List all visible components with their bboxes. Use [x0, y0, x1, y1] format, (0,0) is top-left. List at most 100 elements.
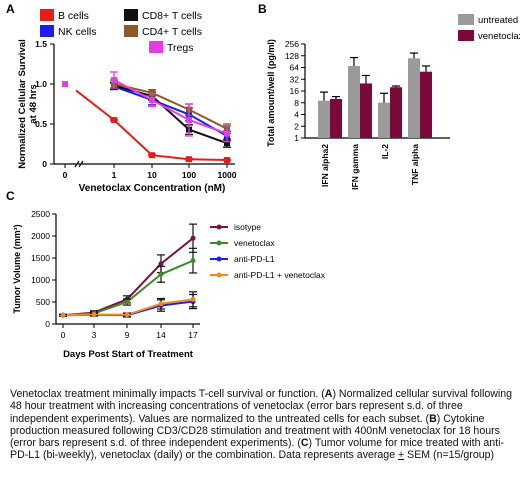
panel-c-data-point	[190, 296, 196, 302]
panel-c-x-tick-label: 0	[61, 330, 66, 340]
panel-c-data-point	[158, 271, 164, 277]
panel-c-x-tick-label: 9	[125, 330, 130, 340]
panel-a-data-point	[111, 117, 117, 123]
panel-c-tumor-volume-chart: 0 500 1000 1500 2000 2500 0 3 9 14 17 Tumor Volum…	[12, 209, 326, 360]
panel-c-legend-marker	[216, 272, 222, 278]
panel-c-y-label: Tumor Volume (mm³)	[12, 224, 22, 313]
panel-a-legend-label: CD8+ T cells	[142, 10, 202, 22]
panel-c-legend: isotype venetoclax anti-PD-L1 anti-PD-L1 + …	[210, 222, 326, 280]
panel-c-legend-marker	[216, 224, 222, 230]
caption-part: ) Tumor volume for mice treated with ant…	[10, 437, 505, 462]
panel-a-legend-label: B cells	[58, 10, 89, 22]
panel-a-legend-swatch	[40, 25, 54, 37]
panel-a-axis-break	[74, 160, 80, 168]
panel-a-data-point	[149, 97, 155, 103]
panel-c-legend-label: anti-PD-L1	[234, 254, 275, 264]
panel-c-y-tick-label: 1000	[31, 275, 50, 285]
panel-c-y-tick-label: 2500	[31, 209, 50, 219]
panel-a-data-point	[149, 89, 155, 96]
panel-b-bar	[408, 58, 420, 138]
panel-c-y-tick-label: 500	[36, 297, 50, 307]
panel-b-y-tick-label: 2	[294, 121, 299, 131]
panel-a-data-point	[224, 140, 230, 147]
panel-c-legend-marker	[216, 256, 222, 262]
panel-a-legend-swatch	[124, 9, 138, 21]
panel-b-y-tick-label: 8	[294, 98, 299, 108]
panel-c-x-tick-label: 17	[188, 330, 198, 340]
caption-panel-ref-a: A	[324, 388, 333, 400]
caption-panel-ref-c: C	[300, 437, 309, 450]
panel-b-legend-label: untreated	[478, 15, 518, 26]
panel-a-data-point	[224, 157, 230, 163]
panel-c-y-tick-label: 0	[45, 319, 50, 329]
panel-b-category-label: IFN gamma	[350, 144, 360, 190]
panel-a-x-tick-label: 1000	[218, 170, 237, 180]
panel-a-data-point	[186, 156, 192, 163]
panel-b-bar	[378, 102, 390, 138]
panel-a-y-tick-label: 1.5	[35, 39, 47, 49]
panel-a-data-point	[62, 81, 68, 87]
caption-panel-ref-b: B	[429, 412, 437, 425]
panel-a-series-line	[113, 79, 228, 135]
panel-c-y-tick-label: 1500	[31, 253, 50, 263]
panel-c-data-point	[190, 258, 196, 264]
panel-c-data-point	[158, 301, 164, 307]
panel-c-data-point	[91, 312, 97, 318]
panel-c-x-tick-label: 14	[156, 330, 166, 340]
panel-a-x-tick-label: 10	[147, 170, 157, 180]
panel-b-y-label: Total amount/well (pg/ml)	[266, 39, 276, 147]
panel-b-bar	[390, 87, 402, 138]
panel-a-y-tick-label: 0.5	[35, 119, 47, 129]
panel-b-legend: untreated venetoclax	[458, 14, 520, 42]
panel-a-y-tick-label: 1.0	[35, 79, 47, 89]
panel-a-legend-label: Tregs	[167, 42, 193, 54]
caption-part: SEM (n=15/group)	[404, 449, 495, 462]
panel-c-y-tick-label: 2000	[31, 231, 50, 241]
panel-a-data-point	[224, 130, 230, 137]
panel-c-data-point	[158, 261, 164, 267]
panel-a-y-tick-label: 0	[42, 159, 47, 169]
panel-a-x-label: Venetoclax Concentration (nM)	[79, 183, 226, 194]
panel-c-legend-label: anti-PD-L1 + venetoclax	[234, 270, 326, 280]
panel-a-data-point	[149, 152, 155, 159]
caption-plus-minus: +	[398, 449, 405, 462]
panel-a-legend-swatch	[40, 9, 54, 21]
panel-label-a: A	[6, 2, 15, 16]
panel-b-bar	[330, 98, 342, 138]
panel-a-x-tick-label: 1	[112, 170, 117, 180]
panel-c-data-point	[124, 299, 130, 305]
caption-part: Venetoclax treatment minimally impacts T…	[10, 388, 325, 400]
panel-a-data-point	[186, 117, 192, 123]
panel-b-legend-swatch	[458, 14, 474, 25]
panel-b-category-label: IFN alpha2	[320, 144, 330, 187]
panel-a-series-line	[113, 83, 228, 130]
caption-part: ) Cytokine production measured following…	[10, 412, 500, 450]
panel-b-y-tick-label: 128	[285, 51, 299, 61]
panel-a-series-line	[113, 119, 228, 161]
panel-c-data-point	[60, 312, 66, 318]
panel-b-bar	[348, 65, 360, 138]
panel-c-data-point	[190, 235, 196, 241]
panel-a-legend-label: NK cells	[58, 26, 97, 38]
panel-label-b: B	[258, 2, 267, 16]
panel-b-y-tick-label: 64	[290, 63, 300, 73]
panel-a-x-tick-label: 100	[182, 170, 196, 180]
panel-b-legend-swatch	[458, 30, 474, 41]
panel-a-survival-chart: 0 0.5 1.0 1.5 0 1 10 100 1000 Normalized Cellul…	[17, 9, 237, 194]
figure-caption: Venetoclax treatment minimally impacts T…	[10, 388, 515, 462]
panel-a-legend-swatch	[124, 25, 138, 37]
panel-a-data-point	[111, 77, 117, 83]
panel-a-y-label-line1: Normalized Cellular Survival	[17, 39, 28, 169]
panel-a-series-line	[75, 89, 115, 121]
caption-part: ) Normalized cellular survival following…	[10, 388, 513, 425]
panel-a-x-tick-label: 0	[63, 170, 68, 180]
panel-a-legend: B cells NK cells CD8+ T cells CD4+ T cells T…	[40, 9, 202, 54]
panel-b-bar	[318, 100, 330, 138]
panel-b-bar	[360, 83, 372, 138]
panel-a-axis-break	[78, 160, 84, 168]
panel-a-legend-swatch	[149, 41, 163, 53]
panel-c-series-line	[62, 259, 194, 317]
panel-c-data-point	[124, 312, 130, 318]
panel-c-legend-marker	[216, 240, 222, 246]
